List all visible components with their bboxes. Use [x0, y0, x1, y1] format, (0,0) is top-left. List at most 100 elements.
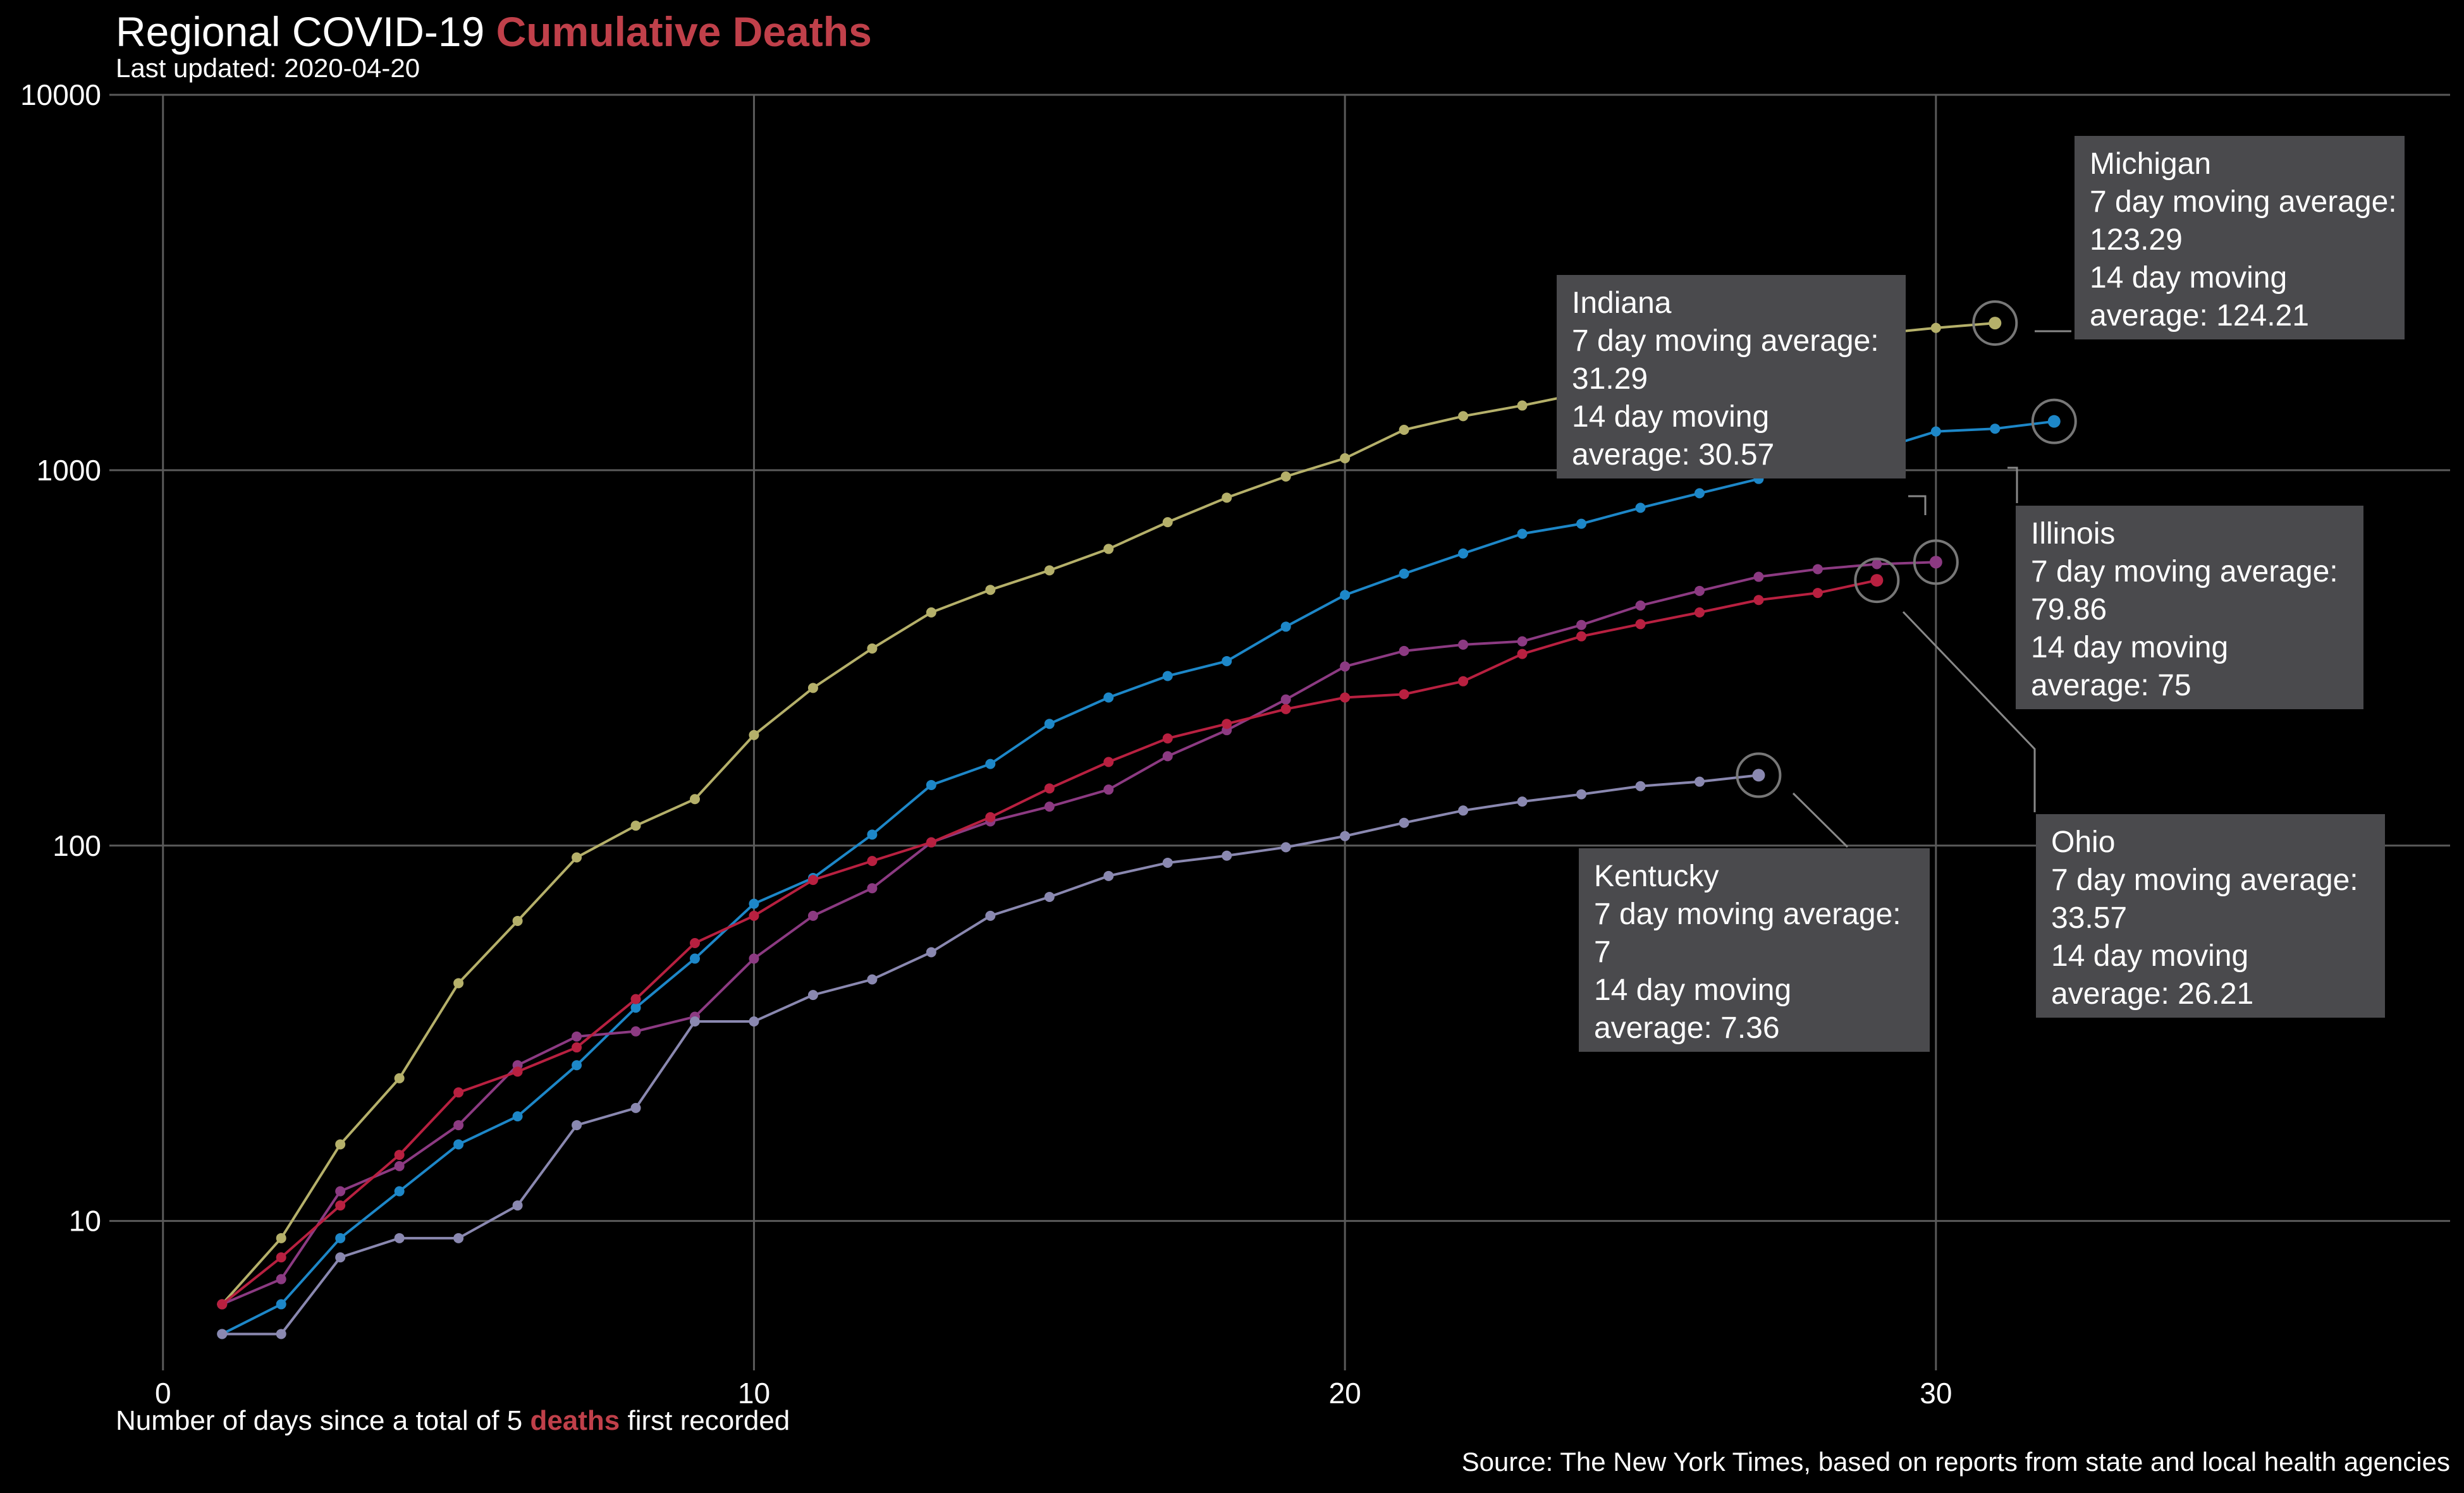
end-marker-ohio	[1854, 558, 1900, 604]
data-point-kentucky	[1399, 817, 1409, 828]
y-tick-label: 10	[69, 1205, 101, 1238]
end-marker-illinois	[2031, 398, 2077, 444]
annotation-box-illinois	[2016, 506, 2363, 709]
data-point-ohio	[276, 1252, 286, 1263]
data-point-kentucky	[1280, 842, 1291, 853]
chart-subtitle: Last updated: 2020-04-20	[116, 53, 420, 83]
data-point-michigan	[276, 1233, 286, 1243]
annotation-line-illinois: 14 day moving	[2031, 631, 2228, 664]
data-point-michigan	[1930, 322, 1941, 333]
data-point-michigan	[1340, 453, 1351, 463]
data-point-kentucky	[630, 1102, 641, 1113]
annotation-line-illinois: 79.86	[2031, 593, 2107, 626]
data-point-illinois	[1635, 503, 1646, 513]
data-point-indiana	[1694, 585, 1705, 596]
data-point-illinois	[1162, 671, 1173, 681]
annotation-line-illinois: 7 day moving average:	[2031, 555, 2338, 588]
data-point-ohio	[1694, 607, 1705, 618]
annotation-line-kentucky: Kentucky	[1594, 860, 1719, 893]
data-point-illinois	[1222, 655, 1232, 666]
annotation-line-indiana: average: 30.57	[1572, 438, 1774, 472]
end-marker-kentucky	[1736, 752, 1782, 798]
data-point-kentucky	[1222, 850, 1232, 861]
data-point-ohio	[512, 1066, 523, 1077]
data-point-indiana	[1399, 645, 1409, 656]
data-point-michigan	[394, 1073, 405, 1083]
data-point-kentucky	[335, 1252, 346, 1263]
data-point-kentucky	[453, 1233, 464, 1243]
data-point-indiana	[1576, 619, 1587, 630]
data-point-indiana	[1280, 694, 1291, 705]
data-point-michigan	[572, 852, 582, 863]
data-point-indiana	[1753, 571, 1764, 582]
data-point-illinois	[749, 898, 759, 909]
data-point-michigan	[867, 643, 878, 654]
data-point-michigan	[1517, 400, 1528, 411]
data-point-michigan	[1458, 411, 1469, 422]
data-point-ohio	[1280, 704, 1291, 714]
data-point-michigan	[807, 683, 818, 693]
annotation-ohio: Ohio 7 day moving average: 33.57 14 day mov…	[1902, 611, 2385, 1018]
annotation-line-kentucky: 14 day moving	[1594, 973, 1791, 1007]
data-point-illinois	[453, 1139, 464, 1150]
x-axis-label: Number of days since a total of 5 deaths…	[116, 1403, 790, 1439]
data-point-kentucky	[689, 1016, 700, 1027]
y-tick-label: 10000	[20, 78, 101, 111]
data-point-indiana	[1162, 751, 1173, 762]
data-point-indiana	[1458, 639, 1469, 650]
x-axis-label-before: Number of days since a total of 5	[116, 1405, 530, 1436]
annotation-line-indiana: 7 day moving average:	[1572, 324, 1879, 358]
data-point-michigan	[453, 978, 464, 989]
x-tick-label: 20	[1329, 1377, 1361, 1410]
data-point-ohio	[1340, 692, 1351, 703]
data-point-kentucky	[985, 910, 996, 921]
data-point-kentucky	[1340, 831, 1351, 841]
data-point-illinois	[985, 759, 996, 769]
chart-annotations-group: Michigan 7 day moving average: 123.29 14 da…	[1557, 136, 2405, 1052]
annotation-michigan: Michigan 7 day moving average: 123.29 14 da…	[2035, 136, 2405, 339]
chart-series-group	[217, 300, 2077, 1339]
data-point-michigan	[630, 820, 641, 831]
annotation-box-michigan	[2075, 136, 2405, 339]
annotation-line-kentucky: 7 day moving average:	[1594, 898, 1901, 931]
data-point-illinois	[926, 779, 936, 790]
data-point-ohio	[217, 1299, 228, 1310]
data-point-illinois	[572, 1060, 582, 1071]
data-point-michigan	[1162, 517, 1173, 528]
data-point-ohio	[453, 1087, 464, 1098]
annotation-line-michigan: average: 124.21	[2090, 299, 2309, 332]
annotation-leader-kentucky	[1792, 792, 1849, 848]
annotation-line-ohio: Ohio	[2051, 826, 2115, 859]
data-point-ohio	[1103, 757, 1114, 767]
data-point-kentucky	[1103, 870, 1114, 881]
data-point-ohio	[1576, 631, 1587, 642]
data-point-illinois	[1694, 488, 1705, 499]
data-point-ohio	[1517, 649, 1528, 659]
data-point-ohio	[985, 812, 996, 822]
data-point-kentucky	[276, 1329, 286, 1339]
data-point-indiana	[453, 1120, 464, 1131]
data-point-illinois	[512, 1111, 523, 1122]
annotation-line-indiana: 14 day moving	[1572, 400, 1769, 434]
data-point-indiana	[1517, 636, 1528, 647]
data-point-ohio	[1162, 733, 1173, 744]
end-point-illinois	[2047, 415, 2061, 428]
data-point-ohio	[1812, 588, 1823, 599]
data-point-kentucky	[1576, 789, 1587, 800]
data-point-ohio	[1458, 676, 1469, 686]
annotation-line-michigan: Michigan	[2090, 147, 2211, 181]
annotation-line-indiana: Indiana	[1572, 286, 1672, 320]
data-point-illinois	[1280, 621, 1291, 632]
data-point-illinois	[1990, 424, 2001, 434]
data-point-ohio	[335, 1200, 346, 1211]
data-point-indiana	[1340, 661, 1351, 672]
data-point-illinois	[1340, 590, 1351, 600]
data-point-ohio	[394, 1150, 405, 1161]
chart-tick-labels: 10 100 1000 10000 0 10 20 30	[20, 78, 1952, 1410]
data-point-indiana	[572, 1031, 582, 1042]
annotation-line-illinois: Illinois	[2031, 517, 2115, 551]
end-point-kentucky	[1752, 769, 1765, 782]
y-tick-label: 100	[52, 829, 101, 862]
annotation-leader-indiana	[1908, 495, 1927, 515]
data-point-indiana	[630, 1026, 641, 1037]
